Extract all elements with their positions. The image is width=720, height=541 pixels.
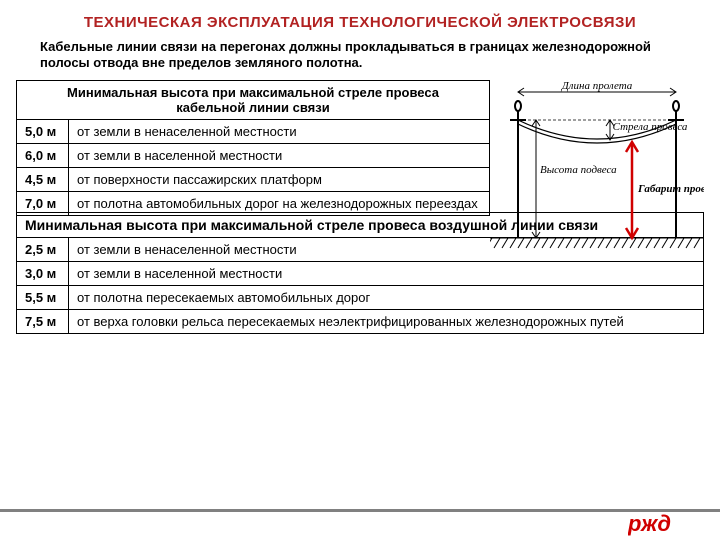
cell-value: 7,5 м [17,309,69,333]
label-height: Высота подвеса [540,164,617,176]
cell-desc: от полотна пересекаемых автомобильных до… [69,285,704,309]
cell-value: 4,5 м [17,167,69,191]
sag-diagram: Длина пролета Стрела провеса [490,80,704,255]
cell-desc: от земли в населенной местности [69,143,490,167]
table-row: 5,5 м от полотна пересекаемых автомобиль… [17,285,704,309]
table1-title-line1: Минимальная высота при максимальной стре… [67,85,439,100]
cell-value: 2,5 м [17,237,69,261]
cell-desc: от земли в ненаселенной местности [69,119,490,143]
cell-desc: от поверхности пассажирских платформ [69,167,490,191]
label-clear: Габарит провода [637,183,704,195]
table-row: 7,5 м от верха головки рельса пересекаем… [17,309,704,333]
table1-title-line2: кабельной линии связи [176,100,329,115]
cell-value: 6,0 м [17,143,69,167]
cell-value: 5,0 м [17,119,69,143]
intro-text: Кабельные линии связи на перегонах должн… [0,37,720,80]
cell-desc: от верха головки рельса пересекаемых неэ… [69,309,704,333]
label-span: Длина пролета [561,80,633,92]
label-sag: Стрела провеса [613,121,688,133]
bottom-rule [0,509,720,512]
cell-value: 5,5 м [17,285,69,309]
logo-text: ржд [628,511,671,536]
table-row: 3,0 м от земли в населенной местности [17,261,704,285]
table-row: 6,0 м от земли в населенной местности [17,143,490,167]
table1-title: Минимальная высота при максимальной стре… [17,80,490,119]
table-row: 4,5 м от поверхности пассажирских платфо… [17,167,490,191]
rzd-logo: ржд [628,510,690,536]
slide: ТЕХНИЧЕСКАЯ ЭКСПЛУАТАЦИЯ ТЕХНОЛОГИЧЕСКОЙ… [0,0,720,540]
cell-desc: от земли в населенной местности [69,261,704,285]
table-cable-line: Минимальная высота при максимальной стре… [16,80,490,216]
content-area: Минимальная высота при максимальной стре… [0,80,720,334]
slide-header: ТЕХНИЧЕСКАЯ ЭКСПЛУАТАЦИЯ ТЕХНОЛОГИЧЕСКОЙ… [0,0,720,37]
cell-value: 3,0 м [17,261,69,285]
diagram-svg: Длина пролета Стрела провеса [490,80,704,255]
table-row: 5,0 м от земли в ненаселенной местности [17,119,490,143]
